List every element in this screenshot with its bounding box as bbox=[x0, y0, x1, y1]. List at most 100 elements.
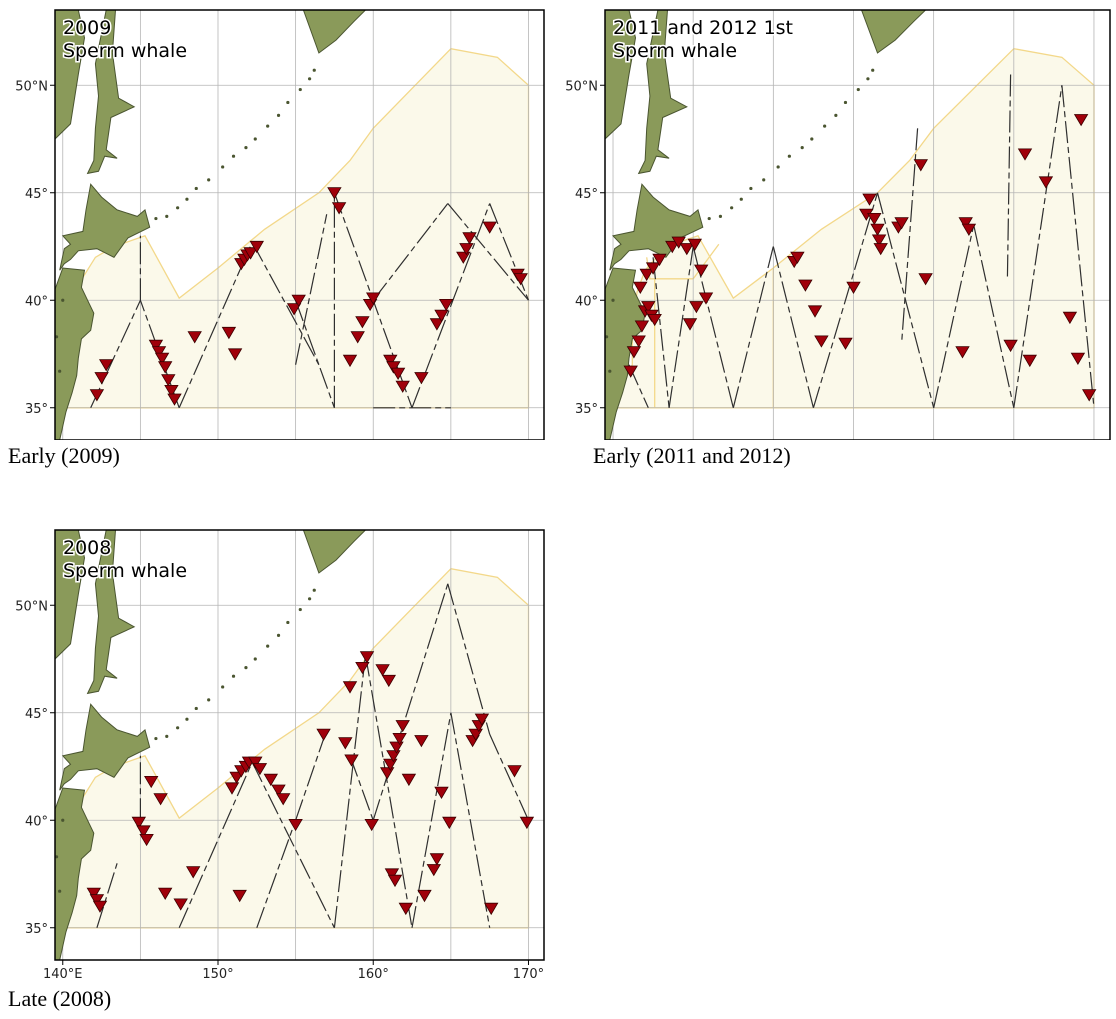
island-dot bbox=[207, 178, 211, 182]
survey-track bbox=[372, 203, 449, 301]
sperm-whale-sighting-marker bbox=[641, 301, 656, 314]
sperm-whale-sighting-marker bbox=[342, 354, 358, 368]
sperm-whale-sighting-marker bbox=[232, 889, 247, 903]
sperm-whale-sighting-marker bbox=[647, 313, 662, 327]
sperm-whale-sighting-marker bbox=[187, 331, 202, 344]
land-kamchatka bbox=[860, 10, 927, 54]
survey-track bbox=[411, 712, 452, 928]
sperm-whale-sighting-marker bbox=[355, 661, 370, 675]
sperm-whale-sighting-marker bbox=[814, 335, 829, 348]
island-dot bbox=[823, 124, 827, 128]
sperm-whale-sighting-marker bbox=[429, 318, 445, 331]
survey-track bbox=[812, 192, 879, 408]
sperm-whale-sighting-marker bbox=[871, 234, 887, 247]
sperm-whale-sighting-marker bbox=[679, 243, 695, 256]
sperm-whale-sighting-marker bbox=[867, 212, 882, 226]
sperm-whale-sighting-marker bbox=[98, 359, 114, 372]
caption-late-2008: Late (2008) bbox=[8, 986, 112, 1011]
sperm-whale-sighting-marker bbox=[623, 365, 638, 378]
island-dot bbox=[194, 706, 198, 711]
sperm-whale-sighting-marker bbox=[1003, 339, 1018, 353]
survey-track bbox=[489, 203, 530, 301]
survey-track bbox=[1061, 85, 1095, 408]
island-dot bbox=[298, 87, 302, 92]
island-dot bbox=[194, 186, 198, 191]
island-dot bbox=[312, 588, 316, 592]
sperm-whale-sighting-marker bbox=[434, 309, 449, 322]
sperm-whale-sighting-marker bbox=[398, 902, 413, 916]
island-dot bbox=[856, 87, 860, 92]
sperm-whale-sighting-marker bbox=[698, 292, 714, 305]
sperm-whale-sighting-marker bbox=[961, 223, 977, 236]
sperm-whale-sighting-marker bbox=[263, 773, 278, 787]
survey-track bbox=[295, 300, 335, 409]
map-frame bbox=[54, 9, 545, 440]
sperm-whale-sighting-marker bbox=[158, 887, 173, 900]
sperm-whale-sighting-marker bbox=[429, 853, 445, 866]
island-dot bbox=[154, 216, 158, 221]
survey-track bbox=[256, 820, 297, 929]
sperm-whale-sighting-marker bbox=[164, 384, 179, 398]
sperm-whale-sighting-marker bbox=[131, 816, 146, 830]
island-dot bbox=[605, 335, 609, 339]
island-dot bbox=[231, 674, 236, 678]
island-dot bbox=[307, 597, 312, 601]
sperm-whale-sighting-marker bbox=[327, 187, 342, 200]
y-tick-label: 35° bbox=[25, 402, 48, 417]
sperm-whale-sighting-marker bbox=[955, 346, 970, 359]
sperm-whale-sighting-marker bbox=[913, 159, 928, 172]
sperm-whale-sighting-marker bbox=[136, 825, 151, 838]
sperm-whale-sighting-marker bbox=[227, 348, 243, 361]
island-dot bbox=[749, 186, 753, 191]
survey-track bbox=[447, 203, 529, 301]
sperm-whale-sighting-marker bbox=[862, 193, 877, 206]
island-dot bbox=[244, 146, 248, 150]
y-tick-label: 40° bbox=[25, 814, 48, 829]
survey-track bbox=[333, 654, 367, 928]
island-dot bbox=[55, 335, 59, 339]
sperm-whale-sighting-marker bbox=[154, 352, 170, 365]
sperm-whale-sighting-marker bbox=[414, 735, 429, 748]
island-dot bbox=[276, 113, 281, 117]
island-dot bbox=[298, 607, 302, 612]
island-dot bbox=[61, 818, 65, 822]
sperm-whale-sighting-marker bbox=[807, 305, 823, 318]
x-tick-label: 140°E bbox=[43, 967, 83, 980]
sperm-whale-sighting-marker bbox=[462, 232, 477, 245]
land-mainland bbox=[605, 10, 637, 140]
land-mainland bbox=[55, 10, 86, 140]
sperm-whale-sighting-marker bbox=[1017, 148, 1033, 161]
survey-track bbox=[450, 712, 491, 928]
survey-track bbox=[295, 214, 328, 365]
sperm-whale-sighting-marker bbox=[139, 833, 154, 847]
island-dot bbox=[871, 68, 875, 72]
sperm-whale-sighting-marker bbox=[92, 900, 108, 913]
land-honshu bbox=[55, 787, 95, 960]
sperm-whale-sighting-marker bbox=[639, 268, 654, 282]
sperm-whale-sighting-marker bbox=[687, 238, 702, 251]
sperm-whale-sighting-marker bbox=[1038, 176, 1054, 189]
sperm-whale-sighting-marker bbox=[271, 784, 286, 797]
island-dot bbox=[810, 137, 814, 141]
sperm-whale-sighting-marker bbox=[249, 240, 264, 254]
sperm-whale-sighting-marker bbox=[790, 251, 805, 264]
map-plot-early-2009: 140°E150°160°170°35°40°45°50°N2009Sperm … bbox=[15, 9, 545, 440]
island-dot bbox=[787, 154, 791, 158]
land-kamchatka bbox=[302, 530, 367, 574]
map-content bbox=[605, 10, 1110, 440]
survey-track bbox=[364, 654, 413, 928]
caption-early-2011-2012: Early (2011 and 2012) bbox=[593, 443, 791, 468]
sperm-whale-sighting-marker bbox=[798, 279, 813, 292]
sperm-whale-sighting-marker bbox=[438, 298, 454, 312]
sperm-whale-sighting-marker bbox=[390, 367, 406, 380]
sperm-whale-sighting-marker bbox=[682, 318, 698, 331]
sperm-whale-sighting-marker bbox=[894, 217, 909, 230]
sperm-whale-sighting-marker bbox=[383, 354, 398, 368]
sperm-whale-sighting-marker bbox=[221, 326, 237, 340]
island-dot bbox=[843, 100, 848, 105]
survey-track bbox=[1013, 85, 1063, 408]
island-dot bbox=[611, 298, 615, 302]
survey-track bbox=[251, 241, 320, 366]
survey-track bbox=[876, 192, 935, 408]
